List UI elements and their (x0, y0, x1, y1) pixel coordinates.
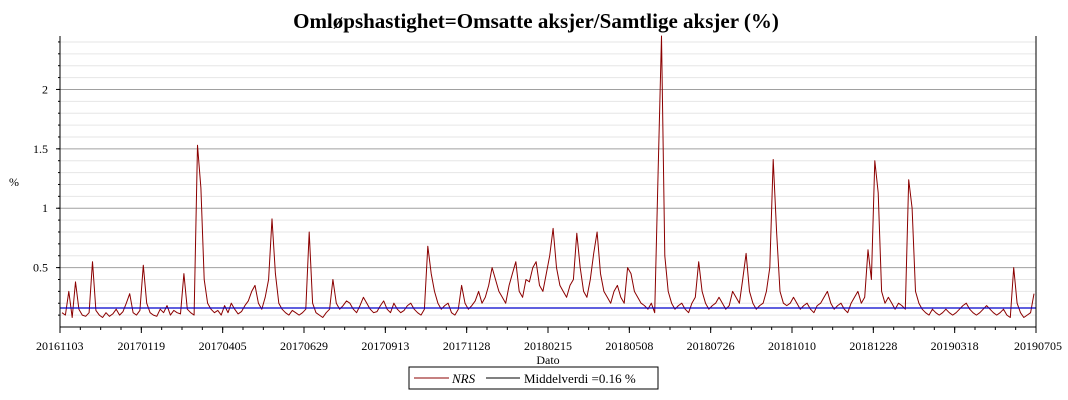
x-tick-label: 20161103 (36, 339, 84, 353)
chart-title: Omløpshastighet=Omsatte aksjer/Samtlige … (293, 9, 779, 33)
x-tick-label: 20170119 (118, 339, 166, 353)
x-tick-label: 20190705 (1014, 339, 1062, 353)
major-gridlines (60, 88, 1036, 269)
x-tick-label: 20170913 (361, 339, 409, 353)
x-tick-label: 20180215 (524, 339, 572, 353)
legend-label-nrs: NRS (451, 371, 476, 386)
legend-label-mean: Middelverdi =0.16 % (524, 371, 636, 386)
y-tick-label: 1.5 (33, 142, 48, 156)
y-tick-label: 1 (42, 201, 48, 215)
x-tick-label: 20170405 (199, 339, 247, 353)
x-tick-label: 20180726 (687, 339, 735, 353)
x-axis-label: Dato (536, 353, 559, 367)
series-line-nrs (61, 35, 1035, 318)
legend-box (408, 366, 659, 390)
y-tick-label: 2 (42, 82, 48, 96)
x-tick-label: 20181228 (849, 339, 897, 353)
minor-gridlines (60, 41, 1036, 316)
x-tick-label: 20171128 (443, 339, 491, 353)
x-tick-label: 20180508 (605, 339, 653, 353)
x-axis-ticks: 20161103 20170119 20170405 20170629 20170913… (36, 327, 1062, 353)
y-axis-label: % (9, 175, 19, 189)
x-tick-label: 20181010 (768, 339, 816, 353)
y-tick-label: 0.5 (33, 261, 48, 275)
legend: NRS Middelverdi =0.16 % (408, 366, 659, 390)
y-axis-ticks: 0.5 1 1.5 2 (33, 41, 60, 316)
x-tick-label: 20170629 (280, 339, 328, 353)
x-tick-label: 20190318 (931, 339, 979, 353)
series-layer (60, 35, 1036, 318)
